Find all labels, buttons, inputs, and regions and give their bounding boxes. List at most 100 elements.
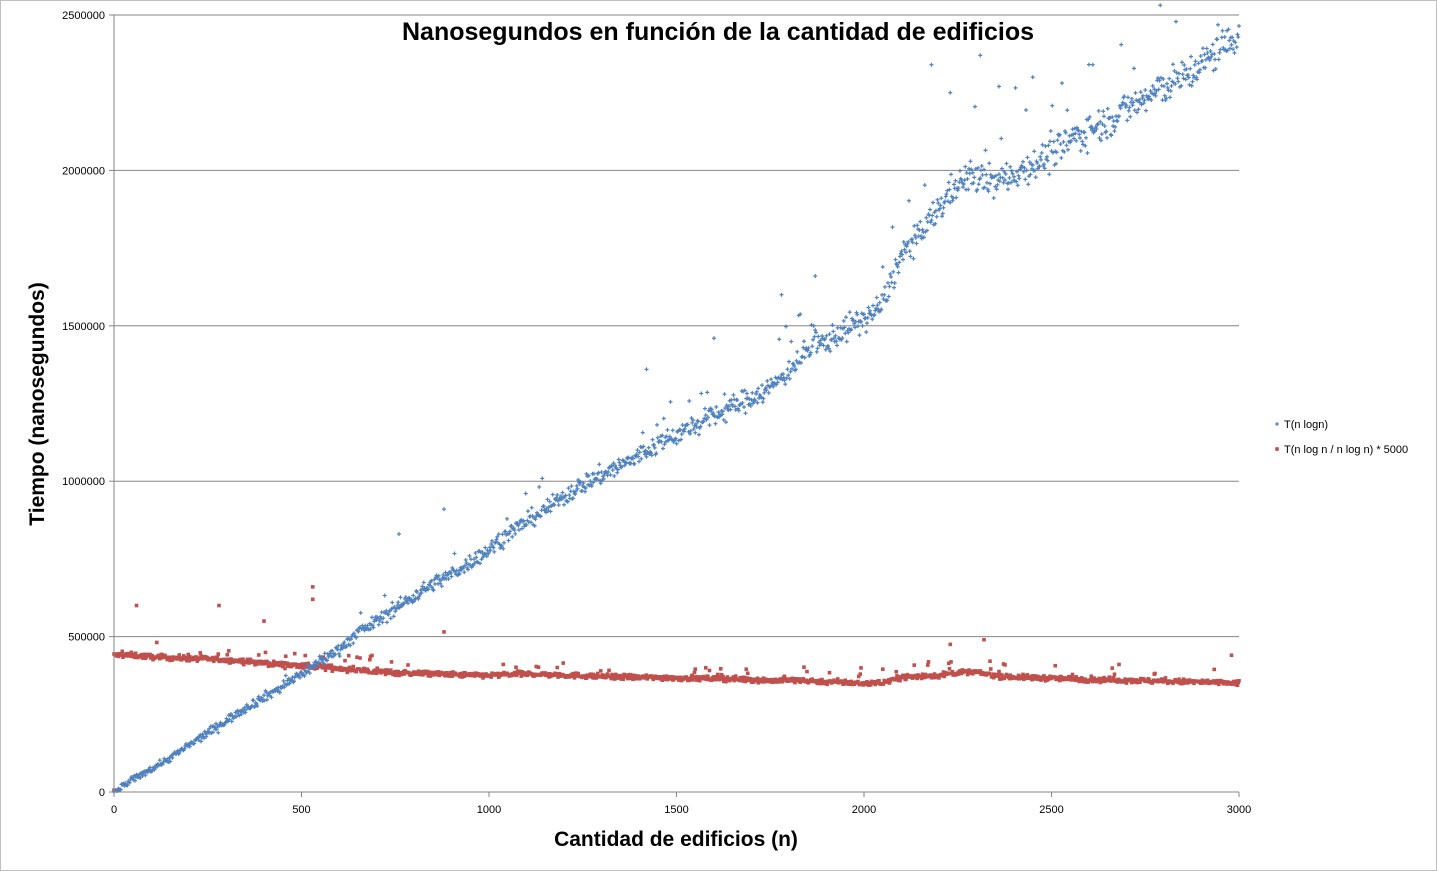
data-point xyxy=(742,388,747,393)
data-point xyxy=(228,661,233,665)
data-point xyxy=(687,398,692,403)
data-point xyxy=(716,410,721,415)
data-point xyxy=(554,671,559,676)
data-point xyxy=(130,654,134,659)
data-point xyxy=(771,384,776,389)
data-point xyxy=(846,330,851,335)
data-point xyxy=(547,499,552,504)
data-point xyxy=(894,669,899,674)
data-point xyxy=(292,679,296,684)
data-point xyxy=(437,673,442,678)
data-point xyxy=(816,334,821,339)
data-point xyxy=(944,192,949,197)
data-point xyxy=(1042,166,1047,171)
data-point xyxy=(940,214,944,219)
data-point xyxy=(862,312,866,317)
data-point xyxy=(792,363,797,368)
data-point xyxy=(1075,125,1079,130)
data-point xyxy=(356,629,361,634)
data-point xyxy=(316,660,321,665)
data-point xyxy=(1048,129,1053,134)
data-point xyxy=(760,383,764,388)
data-point xyxy=(1070,672,1075,677)
data-point xyxy=(928,220,933,225)
data-point xyxy=(680,423,685,428)
data-point xyxy=(706,675,710,679)
data-point xyxy=(487,545,492,550)
data-point xyxy=(933,221,938,226)
legend-plus-icon xyxy=(1275,422,1279,426)
data-point xyxy=(1084,135,1088,140)
data-point xyxy=(1054,161,1058,166)
data-point xyxy=(827,332,832,337)
data-point xyxy=(555,665,560,670)
data-point xyxy=(943,194,948,199)
data-point xyxy=(552,503,557,508)
data-point xyxy=(711,411,716,416)
data-point xyxy=(349,637,353,642)
data-point xyxy=(583,485,588,490)
data-point xyxy=(1045,154,1049,159)
series-2 xyxy=(112,585,1241,792)
data-point xyxy=(480,550,485,555)
data-point xyxy=(463,557,468,562)
data-point-outlier xyxy=(997,84,1001,89)
data-point xyxy=(667,434,672,439)
data-point xyxy=(890,225,895,230)
data-point xyxy=(1042,162,1046,167)
data-point xyxy=(395,603,400,608)
data-point xyxy=(1122,94,1127,99)
data-point xyxy=(612,473,617,478)
data-point xyxy=(436,670,440,674)
tick-labels: 0 500000 1000000 1500000 2000000 2500000 0 500 1… xyxy=(62,10,1251,816)
data-point xyxy=(1033,175,1038,180)
data-point xyxy=(471,671,476,676)
data-point xyxy=(602,673,607,678)
data-point xyxy=(354,669,359,674)
data-point xyxy=(450,674,455,678)
data-point xyxy=(1159,75,1163,80)
data-point xyxy=(970,170,975,175)
data-point xyxy=(1003,171,1008,176)
data-point xyxy=(840,336,845,341)
data-point xyxy=(893,257,898,262)
data-point xyxy=(503,529,508,534)
data-point xyxy=(649,453,654,458)
data-point xyxy=(659,439,664,444)
data-point xyxy=(702,416,707,421)
data-point xyxy=(533,517,538,522)
data-point xyxy=(950,669,955,674)
data-point xyxy=(913,235,918,240)
data-point xyxy=(928,207,932,212)
data-point xyxy=(553,497,558,502)
data-point xyxy=(958,669,962,673)
data-point xyxy=(842,325,847,330)
data-point xyxy=(283,654,288,659)
data-point xyxy=(125,783,130,788)
data-point xyxy=(277,690,282,695)
data-point xyxy=(769,677,774,682)
data-point xyxy=(636,454,641,459)
data-point xyxy=(965,176,970,181)
data-point xyxy=(709,407,714,412)
data-point xyxy=(265,697,269,702)
data-point xyxy=(1061,139,1066,144)
data-point xyxy=(1113,124,1118,129)
y-tick-label: 0 xyxy=(99,787,105,799)
data-point xyxy=(756,680,761,685)
x-tick-label: 500 xyxy=(292,804,310,816)
data-point xyxy=(1015,183,1020,188)
data-point xyxy=(725,406,730,411)
data-point xyxy=(550,492,555,497)
data-point xyxy=(634,452,639,457)
data-point xyxy=(781,677,785,682)
data-point xyxy=(608,674,613,679)
data-point xyxy=(859,666,863,670)
data-point xyxy=(967,166,971,171)
data-point xyxy=(1153,671,1157,676)
data-point xyxy=(160,652,164,657)
data-point xyxy=(1047,172,1052,177)
data-point xyxy=(116,654,121,659)
data-point xyxy=(529,505,534,510)
